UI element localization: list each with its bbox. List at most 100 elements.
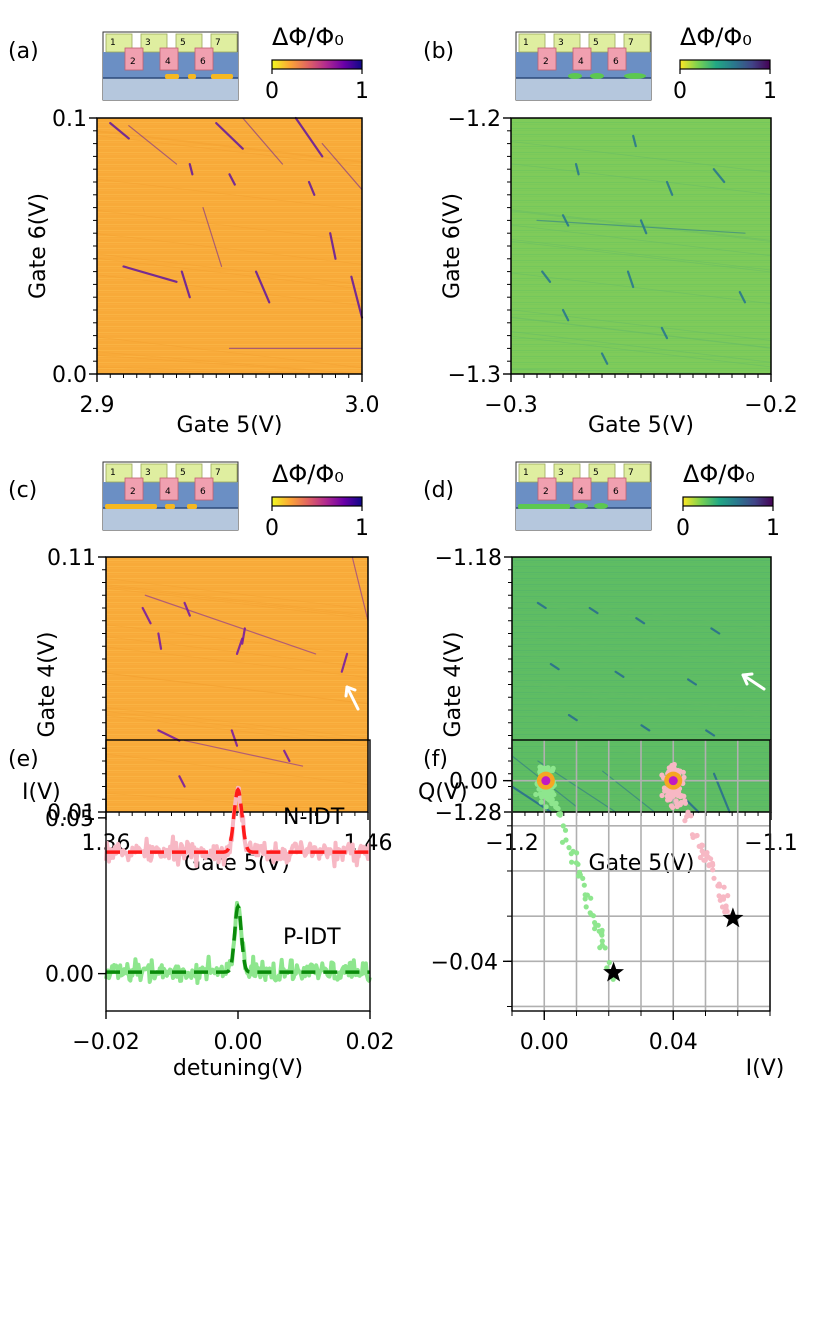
scatter-point [677,794,683,800]
transition-line [254,270,271,304]
inset-gate-label: 4 [165,57,171,67]
scatter-point [557,812,563,818]
transition-line [614,670,625,678]
heatmap-texture [510,209,772,241]
centroid-marker-inner [668,776,678,786]
heatmap-texture [96,257,363,290]
fit-line [106,902,370,974]
scatter-point [533,791,539,798]
heatmap-texture [511,653,772,685]
chart-f: (f)Q(V)0.00 0.040.00−0.04I(V) [418,739,784,1081]
heatmap-texture [510,317,772,349]
heatmap-texture [510,335,772,368]
inset-dot [211,74,233,79]
inset-gate-label: 2 [130,57,136,67]
scatter-point [569,859,575,865]
inset-gate-label: 7 [628,38,634,48]
inset-gate-bottom [607,477,627,501]
transition-line [180,270,191,299]
scatter-point [583,904,589,910]
inset-substrate [516,508,651,530]
transition-line [283,749,291,763]
scatter-point [662,788,668,794]
inset-gate-label: 1 [523,468,529,478]
fit-line [106,786,370,854]
transition-line [712,168,726,184]
y-axis-label: Q(V) [418,780,468,805]
scatter-point [725,893,731,899]
heatmap-texture [105,585,369,618]
inset-gate-label: 7 [215,38,221,48]
inset-gate-label: 4 [578,57,584,67]
scatter-point [677,768,683,774]
heatmap-texture [511,596,772,629]
inset-gate-label: 3 [145,38,151,48]
heatmap-texture [105,578,369,610]
inset-gate-top [210,33,238,53]
inset-gate-label: 2 [543,57,549,67]
colorbar-gradient [271,496,363,507]
heatmap-texture [96,354,363,375]
scatter-point [549,801,555,807]
arrow-icon [741,672,766,691]
inset-gate-bottom [159,47,179,71]
inset-gate-top [175,33,203,53]
transition-line [178,775,186,788]
heatmap-texture [510,210,772,242]
inset-dot [574,503,588,509]
transition-line [635,617,646,625]
device-inset: 1 3 5 7 2 4 6 [102,31,239,101]
scatter-point [677,801,683,808]
y-tick-label: 0.05 [45,807,94,832]
axes: −0.3 −0.2 −1.2 −1.3 Gate 5(V) Gate 6(V) [440,107,798,438]
inset-gate-top [140,33,168,53]
heatmap-texture [510,316,772,349]
y-tick-label: 0.0 [52,363,87,388]
inset-gate-label: 3 [145,468,151,478]
inset-gate-label: 1 [110,38,116,48]
transition-line [738,290,747,304]
heatmap-texture [105,753,369,786]
inset-gate-label: 5 [180,38,186,48]
inset-dot [590,73,604,79]
transition-line [228,173,236,186]
transition-line [710,627,721,635]
heatmap-texture [105,672,369,705]
inset-dot [165,504,175,509]
inset-gate-label: 6 [613,487,619,497]
transition-line [350,275,364,319]
inset-gate-top [623,463,651,483]
heatmap-texture [511,706,772,738]
scatter-point [694,832,700,839]
heatmap-texture [511,621,772,653]
heatmap-texture [96,135,363,167]
scatter-point [599,938,605,944]
scatter-point [599,942,605,948]
heatmap-texture [105,711,369,743]
panel-label: (a) [8,39,39,64]
colorbar-max-label: 1 [355,79,369,104]
transition-line [307,180,316,196]
inset-gate-top [553,33,581,53]
scatter-point [553,804,559,810]
scatter-point [582,896,588,902]
inset-gate-label: 6 [200,487,206,497]
inset-gate-label: 5 [593,468,599,478]
heatmap-texture [105,624,369,656]
heatmap-texture [510,238,772,271]
scatter-point [595,922,601,928]
plot-area: N-IDT P-IDT [104,785,372,985]
scatter-point [562,827,569,833]
transition-line [235,637,244,656]
x-tick-label: 0.02 [346,1030,395,1055]
heatmap-texture [96,351,363,375]
heatmap-texture [511,680,772,712]
transition-line [329,232,337,260]
inset-substrate [103,78,238,100]
inset-gate-label: 1 [110,468,116,478]
x-tick-label: −0.3 [484,393,537,418]
inset-dot [188,74,196,79]
y-tick-label: 0.01 [47,801,96,826]
x-tick-label: 3.0 [345,393,380,418]
